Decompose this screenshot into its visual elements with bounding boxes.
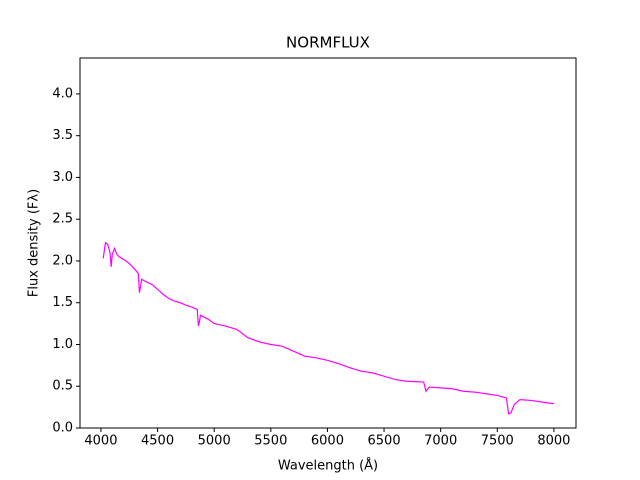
y-axis-label: Flux density (Fλ) [27, 189, 42, 297]
x-tick-label: 4000 [84, 434, 117, 449]
x-tick-label: 8000 [537, 434, 570, 449]
x-tick-label: 7000 [424, 434, 457, 449]
x-tick-label: 6000 [311, 434, 344, 449]
x-tick-label: 6500 [368, 434, 401, 449]
x-tick-label: 5000 [198, 434, 231, 449]
y-tick-label: 2.5 [52, 212, 73, 227]
y-tick-label: 1.0 [52, 337, 73, 352]
y-tick-label: 0.5 [52, 379, 73, 394]
y-tick-label: 3.5 [52, 128, 73, 143]
x-axis-label: Wavelength (Å) [278, 458, 378, 474]
x-tick-label: 4500 [141, 434, 174, 449]
y-tick-label: 0.0 [52, 421, 73, 436]
y-tick-label: 4.0 [52, 86, 73, 101]
x-tick-label: 5500 [254, 434, 287, 449]
plot-frame [79, 57, 577, 429]
data-line [102, 241, 555, 415]
y-tick-label: 1.5 [52, 295, 73, 310]
y-tick-label: 2.0 [52, 253, 73, 268]
x-tick-label: 7500 [481, 434, 514, 449]
chart-title: NORMFLUX [286, 34, 370, 52]
y-tick-label: 3.0 [52, 170, 73, 185]
